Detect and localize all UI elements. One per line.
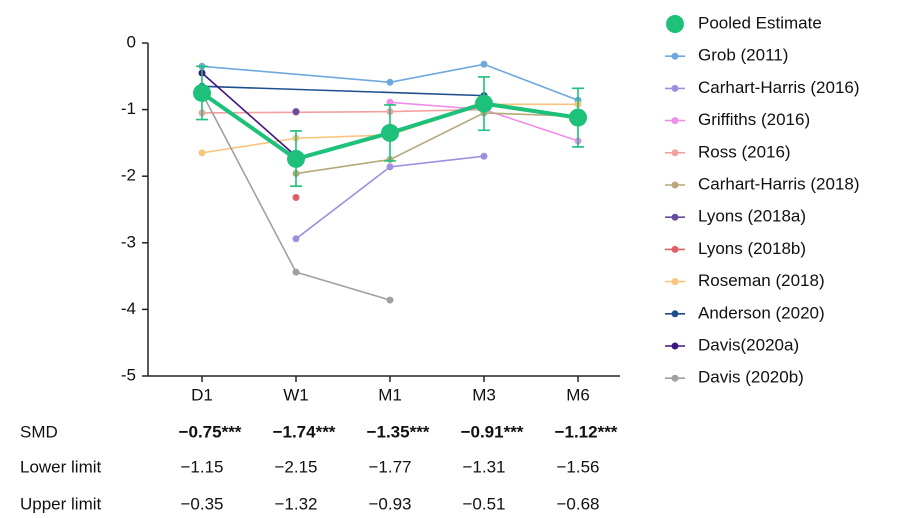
legend-label: Carhart-Harris (2018)	[698, 174, 860, 193]
data-point	[381, 123, 399, 142]
table-cell: −1.74***	[273, 422, 336, 441]
table-cell: −0.93	[368, 494, 411, 513]
y-tick-label: -4	[121, 299, 136, 318]
legend-label: Ross (2016)	[698, 142, 791, 161]
x-tick-label: D1	[191, 385, 213, 404]
legend-marker	[671, 52, 679, 60]
table-cell: −1.15	[180, 457, 223, 476]
legend-label: Lyons (2018a)	[698, 207, 806, 226]
table-cell: −1.35***	[367, 422, 430, 441]
table-cell: −1.31	[462, 457, 505, 476]
table-cell: −1.12***	[555, 422, 618, 441]
table-cell: −2.15	[274, 457, 317, 476]
data-point	[386, 98, 394, 106]
x-tick-label: M1	[378, 385, 402, 404]
table-cell: −0.75***	[179, 422, 242, 441]
y-tick-label: -3	[121, 232, 136, 251]
legend-marker	[666, 15, 684, 33]
legend-marker	[671, 149, 679, 157]
legend-marker	[671, 278, 679, 286]
x-tick-label: M6	[566, 385, 590, 404]
data-point	[386, 163, 394, 171]
series-line	[201, 85, 485, 97]
data-point	[198, 149, 206, 157]
series-line	[201, 72, 297, 157]
legend-marker	[671, 117, 679, 125]
table-cell: −1.56	[556, 457, 599, 476]
legend-label: Pooled Estimate	[698, 13, 822, 32]
legend-marker	[671, 181, 679, 189]
data-point	[386, 296, 394, 304]
y-tick-label: 0	[127, 32, 136, 51]
data-point	[480, 152, 488, 160]
row-label: Lower limit	[20, 457, 102, 476]
legend-label: Roseman (2018)	[698, 271, 825, 290]
data-point	[292, 108, 300, 116]
data-point	[193, 83, 211, 102]
table-cell: −0.68	[556, 494, 599, 513]
table-cell: −0.91***	[461, 422, 524, 441]
row-label: Upper limit	[20, 494, 102, 513]
legend-label: Lyons (2018b)	[698, 239, 806, 258]
table-cell: −0.35	[180, 494, 223, 513]
x-tick-label: M3	[472, 385, 496, 404]
legend-marker	[671, 310, 679, 318]
legend-label: Grob (2011)	[698, 46, 788, 65]
data-point	[292, 235, 300, 243]
legend-marker	[671, 213, 679, 221]
table-cell: −1.77	[368, 457, 411, 476]
legend-label: Anderson (2020)	[698, 303, 825, 322]
data-point	[475, 94, 493, 113]
y-tick-label: -2	[121, 166, 136, 185]
legend-label: Griffiths (2016)	[698, 110, 810, 129]
legend-marker	[671, 84, 679, 92]
x-tick-label: W1	[283, 385, 309, 404]
legend-marker	[671, 342, 679, 350]
data-point	[292, 194, 300, 202]
row-label: SMD	[20, 422, 58, 441]
data-point	[292, 268, 300, 276]
legend-label: Davis (2020b)	[698, 368, 804, 387]
data-point	[287, 149, 305, 168]
legend-label: Carhart-Harris (2016)	[698, 78, 860, 97]
table-cell: −1.32	[274, 494, 317, 513]
y-tick-label: -1	[121, 99, 136, 118]
legend-marker	[671, 245, 679, 253]
legend-marker	[671, 374, 679, 382]
series-line	[201, 63, 579, 102]
y-tick-label: -5	[121, 365, 136, 384]
data-point	[480, 60, 488, 68]
series-line	[201, 108, 485, 114]
table-cell: −0.51	[462, 494, 505, 513]
data-point	[386, 78, 394, 86]
legend-label: Davis(2020a)	[698, 335, 799, 354]
series-line	[295, 112, 579, 175]
data-point	[569, 108, 587, 127]
